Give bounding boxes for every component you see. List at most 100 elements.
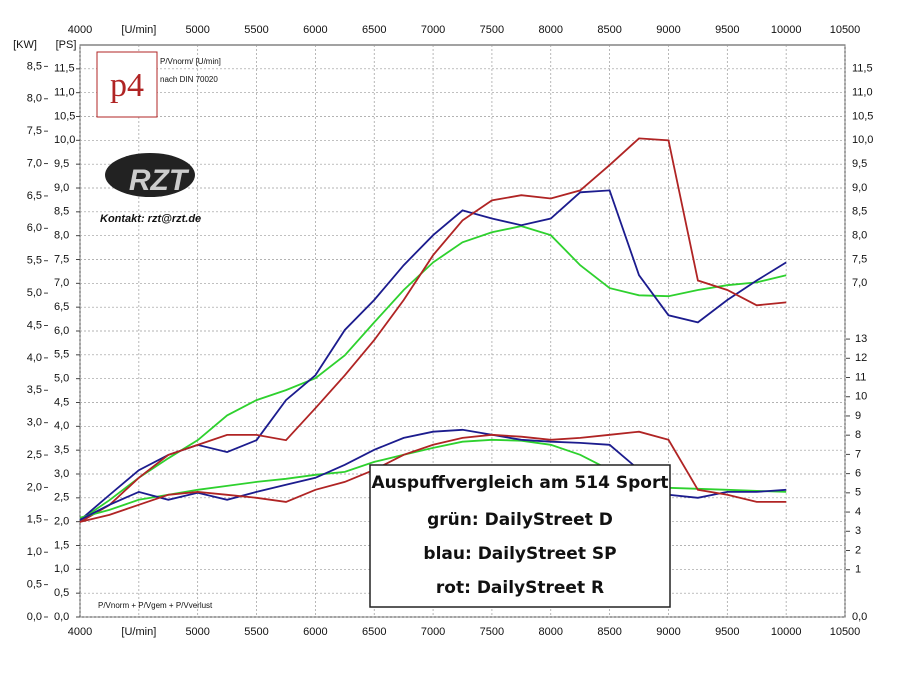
annotation: nach DIN 70020	[160, 75, 218, 84]
x-tick-label: 10000	[771, 24, 802, 36]
kw-tick-label: 7,5	[27, 125, 42, 137]
x-tick-label: 8000	[539, 24, 563, 36]
y-tick-label: 2,0	[54, 516, 69, 528]
kw-axis-label: [KW]	[13, 39, 37, 51]
y2-tick-label: 9	[855, 410, 861, 422]
y-tick-label: 4,5	[54, 396, 69, 408]
logo-frame	[96, 51, 158, 118]
y2-tick-label: 6	[855, 468, 861, 480]
kw-tick-label: 8,0	[27, 93, 42, 105]
x-tick-label: 6500	[362, 24, 386, 36]
y-tick-label-right: 7,0	[852, 277, 867, 289]
y2-tick-label: 8	[855, 429, 861, 441]
y-tick-label: 3,5	[54, 444, 69, 456]
kw-tick-label: 4,0	[27, 352, 42, 364]
x-tick-label: 9500	[715, 626, 739, 638]
y-tick-label-right: 11,0	[852, 87, 873, 99]
y-tick-label: 7,5	[54, 253, 69, 265]
y-tick-label: 9,0	[54, 182, 69, 194]
x-tick-label: 10500	[830, 626, 861, 638]
x-tick-label: 10500	[830, 24, 861, 36]
y-tick-label-right: 10,5	[852, 110, 873, 122]
y-tick-label: 5,5	[54, 349, 69, 361]
x-tick-label: 8500	[597, 626, 621, 638]
kw-tick-label: 1,0	[27, 546, 42, 558]
kw-tick-label: 0,0	[27, 611, 42, 623]
y-tick-label: 0,0	[54, 611, 69, 623]
logo-rzt: RZT	[129, 164, 190, 197]
x-tick-label: 9000	[656, 626, 680, 638]
x-tick-label: 4000	[68, 626, 92, 638]
y2-tick-label: 5	[855, 487, 861, 499]
x-tick-label: 6500	[362, 626, 386, 638]
y2-tick-label: 11	[855, 371, 866, 383]
kw-tick-label: 5,5	[27, 255, 42, 267]
x-tick-label: 7500	[480, 626, 504, 638]
x-tick-label: 5500	[244, 24, 268, 36]
y-tick-label: 1,5	[54, 539, 69, 551]
annotation: P/Vnorm + P/Vgem + P/Vverlust	[98, 601, 213, 610]
logo-text: p4	[110, 67, 144, 104]
x-tick-label: [U/min]	[121, 626, 156, 638]
y-tick-label: 10,0	[54, 134, 75, 146]
x-tick-label: 9000	[656, 24, 680, 36]
y2-tick-label: 1	[855, 564, 861, 576]
x-tick-label: 6000	[303, 24, 327, 36]
kw-tick-label: 3,0	[27, 417, 42, 429]
y2-tick-label: 3	[855, 525, 861, 537]
kw-tick-label: 4,5	[27, 319, 42, 331]
x-tick-label: 4000	[68, 24, 92, 36]
kw-tick-label: 3,5	[27, 384, 42, 396]
y2-tick-label: 10	[855, 391, 867, 403]
y2-tick-label: 13	[855, 333, 867, 345]
y2-tick-label: 2	[855, 544, 861, 556]
y-tick-label: 1,0	[54, 563, 69, 575]
series-line	[79, 430, 787, 523]
y2-tick-label: 4	[855, 506, 861, 518]
y-tick-label: 7,0	[54, 277, 69, 289]
kw-tick-label: 8,5	[27, 60, 42, 72]
y-tick-label: 11,0	[54, 87, 75, 99]
y-tick-label: 6,5	[54, 301, 69, 313]
y-tick-label: 5,0	[54, 373, 69, 385]
y-tick-label-right: 11,5	[852, 63, 873, 75]
series-line	[79, 137, 787, 523]
y-tick-label: 2,5	[54, 492, 69, 504]
y2-tick-label: 12	[855, 352, 867, 364]
kw-tick-label: 7,0	[27, 157, 42, 169]
y-tick-label-right: 8,5	[852, 206, 867, 218]
annotation: P/Vnorm/ [U/min]	[160, 57, 221, 66]
legend-title: Auspuffvergleich am 514 Sport	[372, 473, 669, 493]
legend-frame	[369, 464, 671, 608]
y-tick-label: 8,5	[54, 206, 69, 218]
series-line	[79, 225, 787, 521]
x-tick-label: 10000	[771, 626, 802, 638]
x-tick-label: 7500	[480, 24, 504, 36]
kw-tick-label: 0,5	[27, 579, 42, 591]
y-tick-label-right: 9,5	[852, 158, 867, 170]
x-tick-label: 8000	[539, 626, 563, 638]
legend-entry: grün: DailyStreet D	[427, 510, 613, 530]
y-tick-label: 8,0	[54, 230, 69, 242]
y-tick-label: 10,5	[54, 110, 75, 122]
y-tick-label-right: 0,0	[852, 611, 867, 623]
legend-entry: rot: DailyStreet R	[436, 578, 604, 598]
x-tick-label: 8500	[597, 24, 621, 36]
x-tick-label: [U/min]	[121, 24, 156, 36]
x-tick-label: 5000	[185, 626, 209, 638]
legend-entry: blau: DailyStreet SP	[423, 544, 616, 564]
kw-tick-label: 2,5	[27, 449, 42, 461]
x-tick-label: 6000	[303, 626, 327, 638]
x-tick-label: 5000	[185, 24, 209, 36]
y-tick-label: 11,5	[54, 63, 75, 75]
y-tick-label: 4,0	[54, 420, 69, 432]
y-axis-label: [PS]	[56, 39, 77, 51]
y-tick-label-right: 9,0	[852, 182, 867, 194]
x-tick-label: 7000	[421, 626, 445, 638]
x-tick-label: 9500	[715, 24, 739, 36]
kw-tick-label: 1,5	[27, 514, 42, 526]
kw-tick-label: 6,0	[27, 222, 42, 234]
y-tick-label: 9,5	[54, 158, 69, 170]
y-tick-label-right: 8,0	[852, 230, 867, 242]
